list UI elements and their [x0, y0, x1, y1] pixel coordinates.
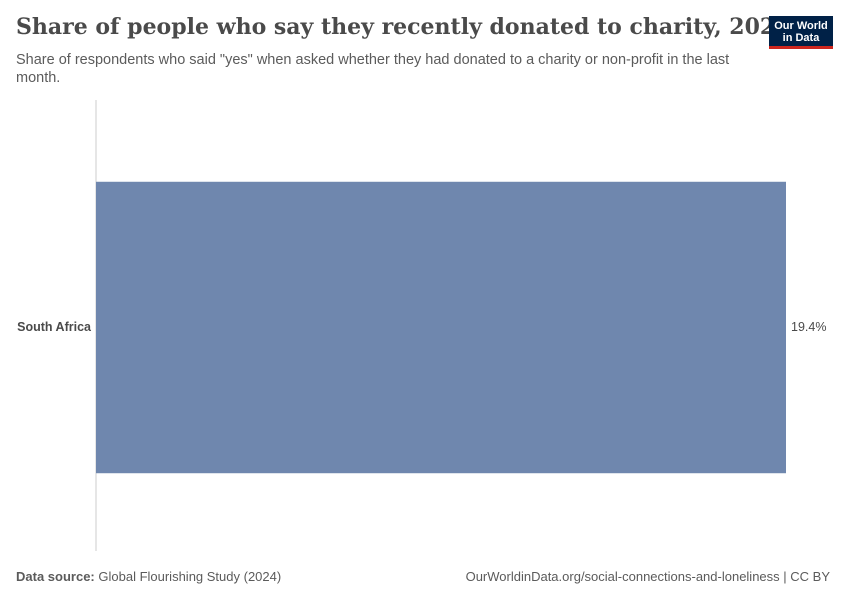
source-label: Data source:	[16, 569, 95, 584]
source: Global Flourishing Study (2024)	[98, 569, 282, 584]
chart-title: Share of people who say they recently do…	[16, 14, 791, 40]
chart-subtitle: Share of respondents who said "yes" when…	[16, 52, 730, 86]
bar	[96, 181, 786, 474]
logo[interactable]: Our World in Data	[769, 16, 833, 49]
logo-line: in Data	[782, 32, 820, 44]
footer-url[interactable]: OurWorldinData.org/social-connections-an…	[465, 569, 830, 584]
category-label: South Africa	[17, 320, 92, 334]
value-label: 19.4%	[791, 320, 826, 334]
logo-line: Our World	[774, 20, 828, 32]
footer-source: Data source: Global Flourishing Study (2…	[16, 569, 281, 584]
